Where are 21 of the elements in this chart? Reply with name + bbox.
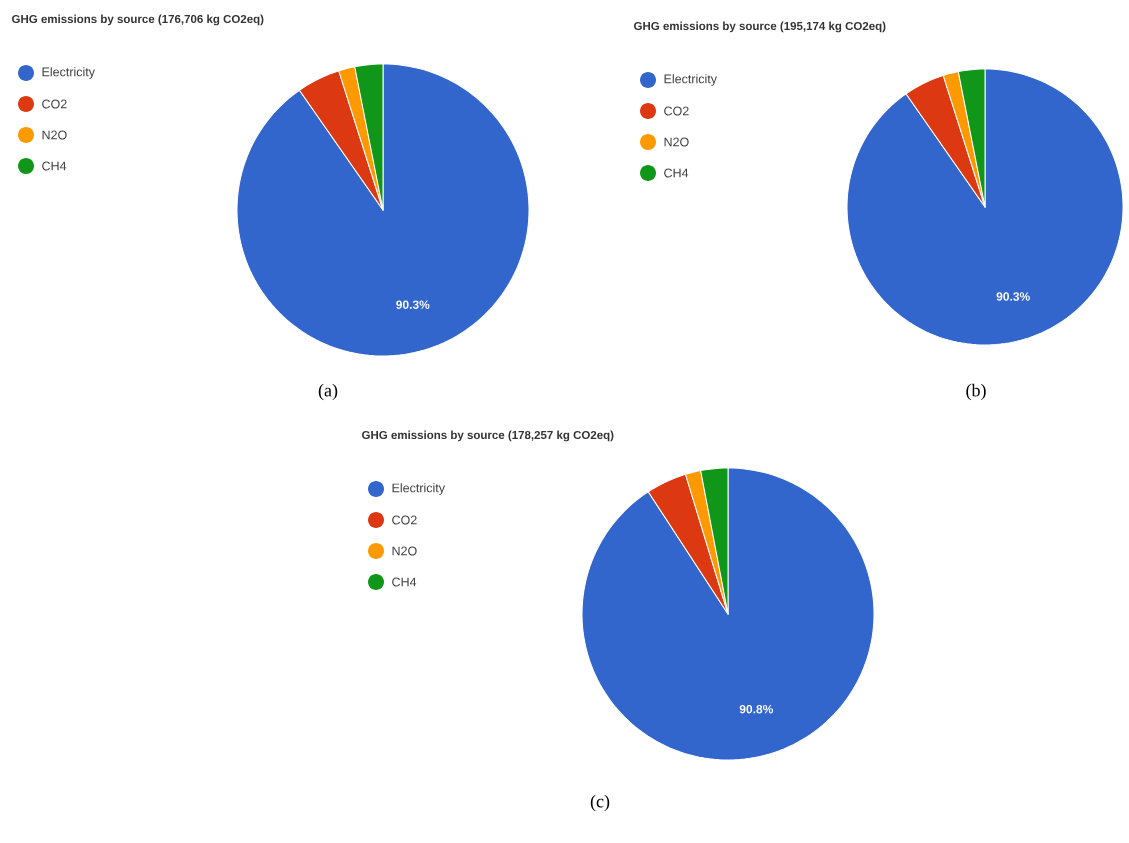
legend-label: CH4 — [392, 577, 417, 587]
legend-label: N2O — [42, 130, 67, 140]
legend-label: N2O — [664, 137, 689, 147]
legend-label: CH4 — [42, 161, 67, 171]
legend-label: CO2 — [392, 515, 417, 525]
chart-title: GHG emissions by source (176,706 kg CO2eq) — [12, 14, 264, 26]
legend-label: N2O — [392, 546, 417, 556]
data-label: 90.3% — [396, 300, 430, 309]
data-label: 90.3% — [996, 292, 1030, 301]
legend-label: CO2 — [664, 106, 689, 116]
text: (b) — [966, 383, 986, 401]
chart-title: GHG emissions by source (178,257 kg CO2eq) — [362, 430, 614, 442]
data-label: 90.8% — [739, 704, 774, 714]
legend-label: Electricity — [42, 67, 95, 79]
chart-title: GHG emissions by source (195,174 kg CO2eq) — [634, 21, 886, 33]
text: (a) — [318, 383, 338, 401]
text: (c) — [590, 794, 610, 812]
legend-label: CH4 — [664, 168, 689, 178]
legend-label: Electricity — [664, 74, 717, 86]
legend-label: CO2 — [42, 99, 67, 109]
legend-label: Electricity — [392, 483, 445, 495]
